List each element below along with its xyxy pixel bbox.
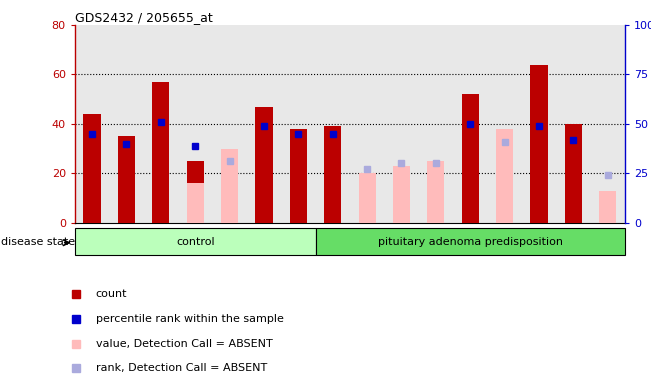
Text: disease state: disease state	[1, 237, 76, 247]
Bar	[75, 228, 316, 255]
Bar	[359, 173, 376, 223]
Text: percentile rank within the sample: percentile rank within the sample	[96, 314, 283, 324]
Bar	[427, 161, 445, 223]
Bar	[255, 106, 273, 223]
Bar	[187, 161, 204, 223]
Bar	[118, 136, 135, 223]
Bar	[531, 65, 547, 223]
Bar	[316, 228, 625, 255]
Text: count: count	[96, 289, 127, 299]
Bar	[565, 124, 582, 223]
Bar	[324, 126, 341, 223]
Bar	[187, 183, 204, 223]
Bar	[290, 129, 307, 223]
Bar	[393, 166, 410, 223]
Bar	[221, 149, 238, 223]
Text: rank, Detection Call = ABSENT: rank, Detection Call = ABSENT	[96, 363, 267, 373]
Bar	[152, 82, 169, 223]
Bar	[462, 94, 479, 223]
Bar	[496, 129, 513, 223]
Text: value, Detection Call = ABSENT: value, Detection Call = ABSENT	[96, 339, 272, 349]
Bar	[599, 190, 616, 223]
Text: control: control	[176, 237, 215, 247]
Text: GDS2432 / 205655_at: GDS2432 / 205655_at	[75, 11, 213, 24]
Bar	[83, 114, 101, 223]
Text: pituitary adenoma predisposition: pituitary adenoma predisposition	[378, 237, 562, 247]
Bar	[393, 166, 410, 223]
